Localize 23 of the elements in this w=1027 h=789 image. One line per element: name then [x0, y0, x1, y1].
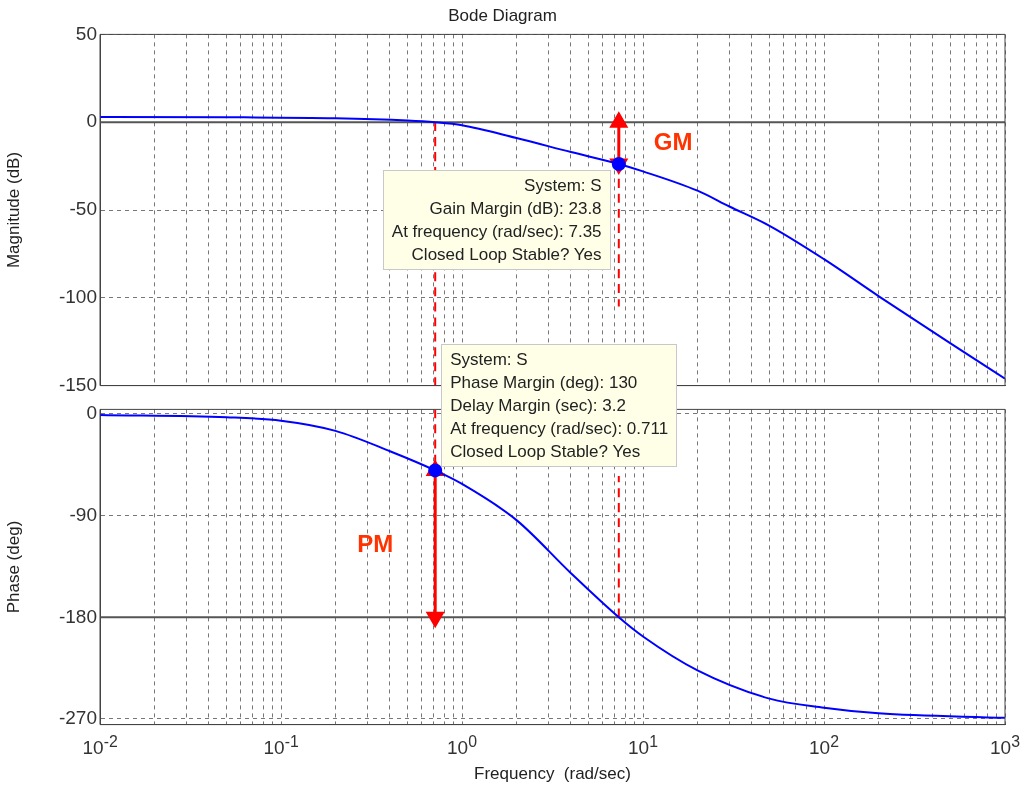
x-tick-label: 10$^{1}$: [628, 732, 658, 759]
y-axis-title: Phase (deg): [3, 520, 23, 614]
x-tick-label: 10$^{-2}$: [82, 732, 118, 759]
y-tick-label: 0: [86, 402, 97, 424]
x-axis-title: Frequency (rad/sec): [474, 764, 631, 784]
y-tick-label: 0: [86, 110, 97, 132]
y-axis-title: Magnitude (dB): [3, 151, 23, 269]
annotation: PM: [357, 530, 394, 559]
annotation: GM: [653, 127, 693, 156]
annotation: System: S Gain Margin (dB): 23.8 At frequency (rad/sec): 7.35 Closed Loop Stable? Yes: [382, 169, 611, 270]
y-tick-label: -100: [58, 286, 97, 308]
annotation: System: S Phase Margin (deg): 130 Delay Margin (sec): 3.2 At frequency (rad/sec): 0.711 Closed Loop Stable? Yes: [441, 344, 678, 468]
x-tick-label: 10$^{3}$: [990, 732, 1020, 759]
y-tick-label: -90: [69, 503, 97, 525]
y-tick-label: -180: [58, 605, 97, 627]
y-tick-label: -150: [58, 373, 97, 395]
y-tick-label: 50: [75, 22, 97, 44]
chart-title: Bode Diagram: [448, 5, 557, 25]
x-tick-label: 10$^{-1}$: [263, 732, 299, 759]
y-tick-label: -270: [58, 707, 97, 729]
x-tick-label: 10$^{0}$: [447, 732, 477, 759]
x-tick-label: 10$^{2}$: [809, 732, 839, 759]
y-tick-label: -50: [69, 198, 97, 220]
